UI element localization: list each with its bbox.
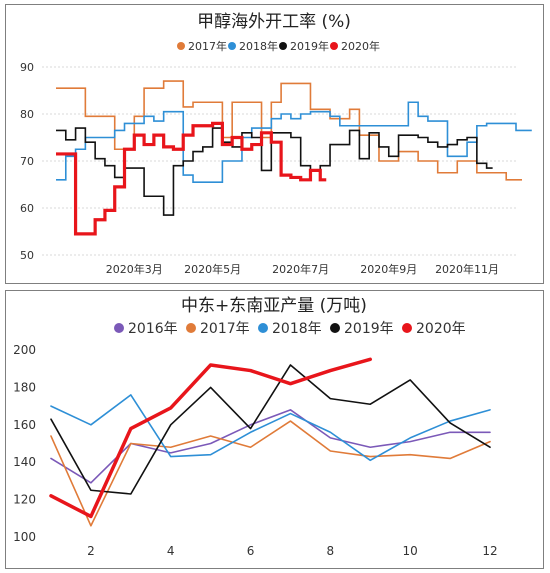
legend-label-top-3: 2020年 bbox=[341, 39, 380, 53]
x-tick-bottom-2: 6 bbox=[247, 544, 255, 558]
legend-label-bottom-1: 2017年 bbox=[200, 321, 250, 337]
series-line-bottom-4 bbox=[49, 357, 373, 519]
legend-label-bottom-4: 2020年 bbox=[416, 321, 466, 337]
legend-item-bottom-0[interactable]: 2016年 bbox=[114, 321, 178, 337]
y-tick-top-4: 90 bbox=[20, 61, 34, 74]
y-tick-top-2: 70 bbox=[20, 155, 34, 168]
legend-marker-bottom-3 bbox=[330, 323, 340, 333]
middle-east-sea-output-chart: 中东+东南亚产量 (万吨) 2016年 2017年 2018年 2019年 2020年 … bbox=[13, 296, 498, 558]
series-line-bottom-2 bbox=[50, 394, 491, 462]
chart-panel-bottom: 中东+东南亚产量 (万吨) 2016年 2017年 2018年 2019年 2020年 … bbox=[5, 290, 544, 569]
x-tick-top-4: 2020年11月 bbox=[435, 262, 499, 276]
legend-label-top-2: 2019年 bbox=[290, 39, 329, 53]
legend-marker-bottom-4 bbox=[402, 323, 412, 333]
y-tick-bottom-3: 160 bbox=[13, 418, 36, 432]
x-tick-top-0: 2020年3月 bbox=[106, 262, 163, 276]
legend-item-top-0[interactable]: 2017年 bbox=[177, 39, 227, 53]
x-tick-bottom-3: 8 bbox=[327, 544, 335, 558]
x-tick-bottom-4: 10 bbox=[403, 544, 418, 558]
legend-item-top-3[interactable]: 2020年 bbox=[330, 39, 380, 53]
x-tick-bottom-1: 4 bbox=[167, 544, 175, 558]
legend-marker-top-3 bbox=[330, 42, 338, 50]
series-line-bottom-3 bbox=[50, 364, 491, 495]
y-tick-bottom-2: 140 bbox=[13, 455, 36, 469]
legend-item-top-2[interactable]: 2019年 bbox=[279, 39, 329, 53]
legend-item-bottom-2[interactable]: 2018年 bbox=[258, 321, 322, 337]
y-tick-top-3: 80 bbox=[20, 108, 34, 121]
y-tick-bottom-4: 180 bbox=[13, 380, 36, 394]
x-tick-bottom-5: 12 bbox=[482, 544, 497, 558]
legend-item-bottom-4[interactable]: 2020年 bbox=[402, 321, 466, 337]
legend-label-bottom-2: 2018年 bbox=[272, 321, 322, 337]
y-tick-top-1: 60 bbox=[20, 202, 34, 215]
legend-label-bottom-0: 2016年 bbox=[128, 321, 178, 337]
series-line-top-1 bbox=[56, 101, 532, 183]
chart-title-bottom: 中东+东南亚产量 (万吨) bbox=[181, 296, 367, 316]
series-line-top-3 bbox=[56, 121, 327, 236]
y-tick-bottom-1: 120 bbox=[13, 493, 36, 507]
x-tick-top-2: 2020年7月 bbox=[272, 262, 329, 276]
legend-marker-top-0 bbox=[177, 42, 185, 50]
y-tick-top-0: 50 bbox=[20, 249, 34, 262]
series-line-top-0 bbox=[56, 80, 522, 181]
legend-marker-bottom-1 bbox=[186, 323, 196, 333]
y-tick-bottom-5: 200 bbox=[13, 343, 36, 357]
x-tick-top-3: 2020年9月 bbox=[360, 262, 417, 276]
legend-marker-bottom-2 bbox=[258, 323, 268, 333]
legend-item-top-1[interactable]: 2018年 bbox=[228, 39, 278, 53]
chart-panel-top: 甲醇海外开工率 (%) 2017年 2018年 2019年 2020年 50 60 70 8… bbox=[5, 4, 544, 284]
legend-item-bottom-1[interactable]: 2017年 bbox=[186, 321, 250, 337]
legend-marker-top-1 bbox=[228, 42, 236, 50]
y-tick-bottom-0: 100 bbox=[13, 530, 36, 544]
legend-label-bottom-3: 2019年 bbox=[344, 321, 394, 337]
legend-label-top-1: 2018年 bbox=[239, 39, 278, 53]
legend-marker-bottom-0 bbox=[114, 323, 124, 333]
legend-item-bottom-3[interactable]: 2019年 bbox=[330, 321, 394, 337]
legend-marker-top-2 bbox=[279, 42, 287, 50]
x-tick-bottom-0: 2 bbox=[87, 544, 95, 558]
series-line-bottom-1 bbox=[50, 420, 491, 527]
x-tick-top-1: 2020年5月 bbox=[184, 262, 241, 276]
chart-title-top: 甲醇海外开工率 (%) bbox=[197, 12, 351, 32]
legend-label-top-0: 2017年 bbox=[188, 39, 227, 53]
methanol-operating-rate-chart: 甲醇海外开工率 (%) 2017年 2018年 2019年 2020年 50 60 70 8… bbox=[20, 12, 532, 276]
series-line-bottom-0 bbox=[50, 409, 491, 484]
